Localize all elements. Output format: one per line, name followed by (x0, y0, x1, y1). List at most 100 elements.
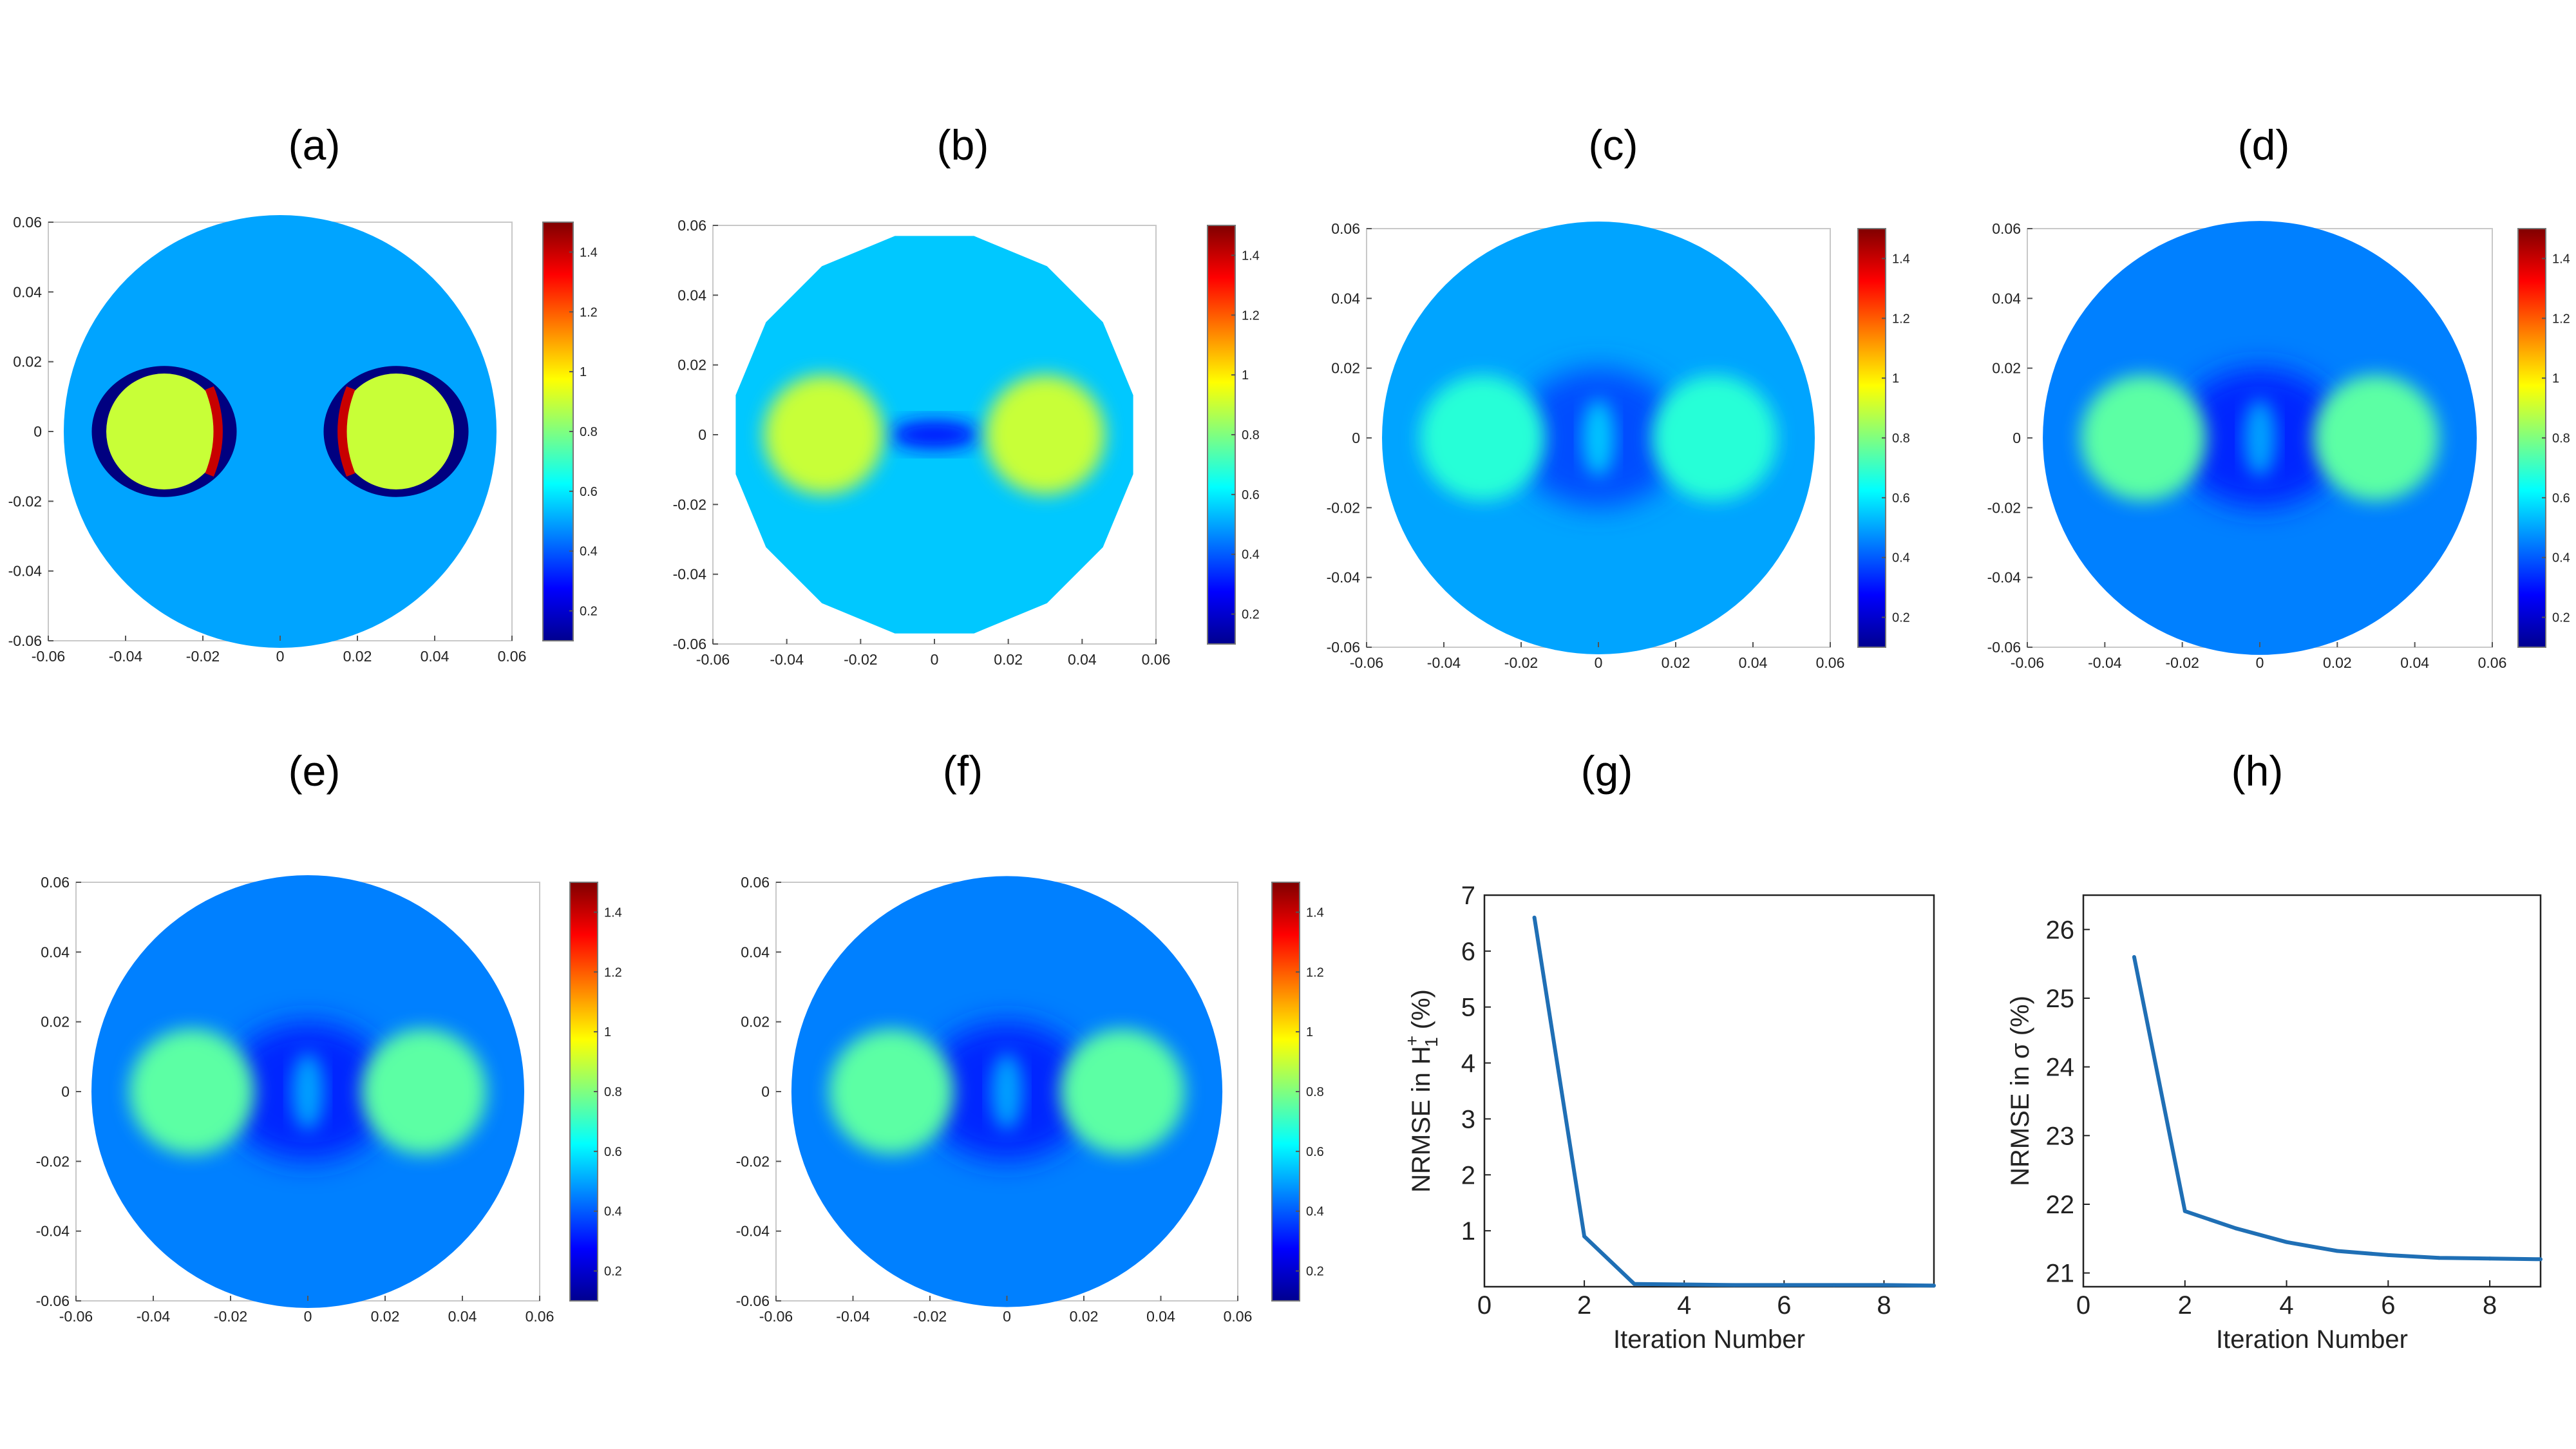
x-tick-label: -0.06 (59, 1308, 93, 1325)
panel-label: (f) (943, 747, 983, 795)
y-tick-label: 0.06 (1992, 220, 2021, 237)
inclusion (764, 375, 884, 495)
colorbar-tick-label: 0.4 (1306, 1205, 1324, 1219)
center-shadow (890, 420, 979, 450)
data-point (2233, 1226, 2238, 1231)
y-axis-label-part: + (1402, 1036, 1422, 1046)
x-tick-label: 0.02 (371, 1308, 400, 1325)
data-point (1582, 1234, 1587, 1238)
center-ridge (292, 1053, 323, 1130)
y-tick-label: 22 (2046, 1191, 2075, 1219)
plot-area (2082, 894, 2542, 1288)
y-tick-label: 5 (1461, 994, 1475, 1022)
y-tick-label: -0.06 (1987, 639, 2021, 656)
y-tick-label: 0.06 (741, 874, 770, 891)
x-tick-label: 0.06 (1224, 1308, 1253, 1325)
data-point (1682, 1282, 1687, 1287)
x-tick-label: -0.02 (214, 1308, 247, 1325)
y-tick-label: 0.04 (1331, 290, 1360, 307)
x-tick-label: 0 (1003, 1308, 1011, 1325)
y-tick-label: -0.06 (8, 632, 42, 649)
line-panel-g: (g) 0 2 4 6 8 1 2 3 4 5 6 7 Iteration Number NRMSE in H… (1402, 747, 1936, 1354)
colorbar-tick-label: 0.6 (1306, 1145, 1324, 1159)
x-tick-label: -0.04 (770, 651, 804, 668)
colorbar-tick-label: 1 (604, 1025, 611, 1039)
x-tick-label: 0.04 (421, 648, 450, 665)
x-tick-label: -0.02 (2165, 654, 2199, 671)
x-tick-label: 8 (2483, 1291, 2497, 1320)
map-panel-a: (a) -0.06 -0.04 -0.02 0 0.02 0.04 0.06 0.06 0.04 0… (8, 121, 598, 665)
colorbar-tick-label: 1 (1306, 1025, 1313, 1039)
y-tick-label: -0.02 (1327, 499, 1360, 516)
data-point (2183, 1209, 2187, 1213)
x-tick-label: 2 (1577, 1291, 1591, 1320)
colorbar-tick-label: 0.6 (2552, 491, 2570, 506)
y-tick-label: 0.06 (1331, 220, 1360, 237)
y-tick-label: -0.04 (1327, 569, 1361, 586)
y-axis-label: NRMSE in σ (%) (2006, 996, 2034, 1186)
x-tick-label: 4 (1677, 1291, 1691, 1320)
y-tick-label: 0.04 (741, 943, 770, 960)
colorbar (1857, 228, 1886, 648)
y-tick-label: 0 (761, 1083, 770, 1100)
map-panel-e: (e) -0.06 -0.04 -0.02 0 0.02 0.04 0.06 0.06 0.04 0… (36, 747, 622, 1325)
colorbar-tick-label: 1.2 (1892, 312, 1910, 326)
x-tick-label: 4 (2279, 1291, 2293, 1320)
colorbar-tick-label: 1 (1892, 372, 1899, 386)
y-tick-label: 0.02 (13, 354, 42, 370)
x-tick-label: 0.04 (1068, 651, 1097, 668)
y-tick-label: 0.06 (41, 874, 70, 891)
y-tick-label: -0.04 (8, 563, 43, 580)
y-tick-label: 6 (1461, 938, 1475, 966)
colorbar-tick-label: 0.2 (1306, 1265, 1324, 1279)
colorbar-tick-label: 1 (1242, 368, 1249, 383)
x-tick-label: 0.02 (1070, 1308, 1099, 1325)
colorbar-tick-label: 0.2 (2552, 611, 2570, 625)
colorbar-tick-label: 0.2 (604, 1265, 622, 1279)
colorbar-tick-label: 0.8 (1306, 1085, 1324, 1099)
data-point (1882, 1283, 1886, 1287)
panel-label: (e) (289, 747, 341, 795)
colorbar-tick-label: 1.4 (604, 905, 622, 920)
colorbar (569, 882, 598, 1302)
inclusion (2081, 375, 2206, 501)
x-tick-label: -0.02 (913, 1308, 947, 1325)
y-tick-label: 0.02 (677, 357, 706, 374)
colorbar-tick-label: 1.4 (2552, 252, 2570, 266)
x-tick-label: 0 (2076, 1291, 2090, 1320)
y-tick-label: 0 (1352, 430, 1360, 446)
colorbar-tick-label: 1 (2552, 372, 2559, 386)
colorbar-tick-label: 1.4 (1306, 905, 1324, 920)
x-tick-label: -0.06 (759, 1308, 793, 1325)
y-axis-label-part: 1 (1421, 1037, 1441, 1047)
colorbar-tick-label: 0.4 (2552, 551, 2570, 565)
y-tick-label: -0.06 (1327, 639, 1360, 656)
y-tick-label: 0 (61, 1083, 70, 1100)
colorbar-tick-label: 1.2 (580, 305, 598, 319)
x-tick-label: 0.02 (1662, 654, 1690, 671)
y-tick-label: 24 (2046, 1054, 2075, 1082)
data-point (1732, 1283, 1736, 1287)
map-panel-c: (c) -0.06 -0.04 -0.02 0 0.02 0.04 0.06 0.06 0.04 0… (1327, 121, 1910, 671)
map-panel-d: (d) -0.06 -0.04 -0.02 0 0.02 0.04 0.06 0.06 0.04 0… (1987, 121, 2570, 671)
inclusion (985, 375, 1105, 495)
x-tick-label: 6 (2381, 1291, 2395, 1320)
x-tick-label: 0.04 (1739, 654, 1768, 671)
panel-label: (c) (1589, 121, 1638, 169)
x-tick-label: 0.04 (2400, 654, 2429, 671)
colorbar (1207, 225, 1236, 645)
inclusion-artifact (337, 386, 355, 477)
x-tick-label: -0.06 (2011, 654, 2044, 671)
x-tick-label: 8 (1877, 1291, 1891, 1320)
inclusion (129, 1028, 255, 1155)
x-tick-label: 0.02 (994, 651, 1023, 668)
x-tick-label: 0 (1595, 654, 1603, 671)
colorbar (1271, 882, 1300, 1302)
x-tick-label: -0.06 (32, 648, 65, 665)
x-tick-label: 0.04 (448, 1308, 477, 1325)
colorbar-tick-label: 1.2 (2552, 312, 2570, 326)
x-tick-label: -0.06 (696, 651, 730, 668)
colorbar-tick-label: 1.4 (1892, 252, 1910, 266)
colorbar-tick-label: 1.4 (580, 245, 598, 260)
